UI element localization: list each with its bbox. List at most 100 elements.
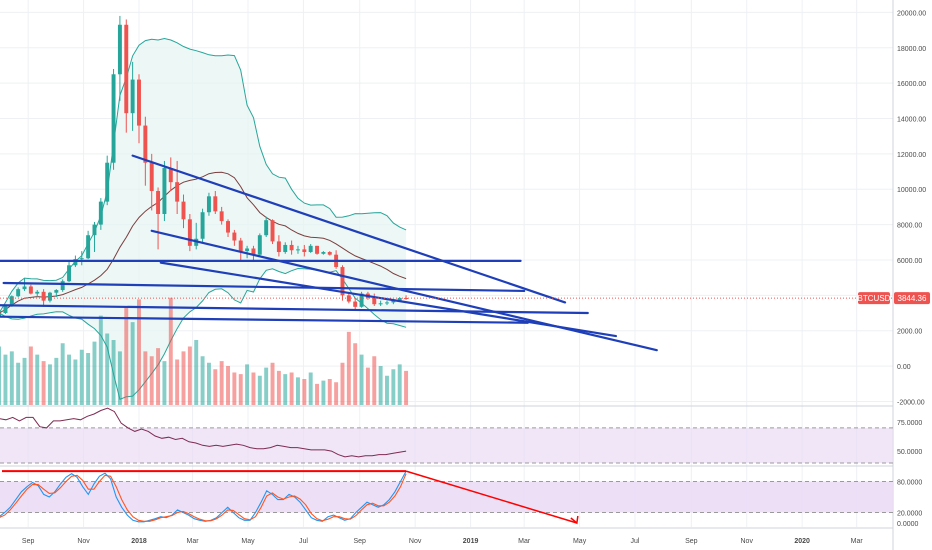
rsi-band [0,427,893,463]
volume-bar [340,362,345,405]
candle-body [359,293,364,307]
candle-body [3,305,8,314]
candle-body [206,196,211,213]
arrow-head [570,515,579,525]
volume-bar [60,343,65,405]
rsi-pane[interactable] [0,407,893,464]
last-price-tag: BTCUSD 3844.36 [858,292,930,305]
trendlines[interactable] [0,154,658,352]
candle-body [0,313,2,318]
volume-bar [385,375,389,405]
candle-body [86,235,91,259]
bollinger-lower-line [0,267,407,400]
candle-body [372,298,377,305]
volume-bar [175,359,180,405]
volume-bar [372,356,377,405]
volume-bars [0,297,409,405]
arrow-shaft [405,470,578,524]
time-axis-label: Jul [299,538,308,545]
volume-bar [295,377,300,405]
volume-bar [105,333,110,405]
volume-bar [194,340,199,405]
volume-bar [111,340,116,405]
candle-body [245,248,250,252]
volume-bar [130,322,135,405]
volume-bar [162,361,167,405]
candle-body [156,191,161,214]
volume-bar [264,367,269,405]
candle-body [143,125,148,163]
volume-bar [137,299,141,405]
volume-bar [98,315,103,405]
last-price-label: 3844.36 [898,294,927,303]
candle-body [149,162,154,192]
time-axis-label: 2020 [794,538,810,545]
candle-body [98,201,103,225]
last-price-label-bg [894,292,930,305]
candle-body [213,196,218,212]
volume-bar [213,369,218,405]
price-pane[interactable] [0,15,893,405]
volume-bar [117,351,122,405]
volume-bar [35,354,40,405]
volume-bar [86,353,91,405]
price-axis-label: 16000.00 [897,81,926,88]
volume-bar [41,361,46,405]
candle-body [238,240,243,252]
candle-body [41,291,46,301]
volume-bar [365,367,370,405]
time-axis-label: May [241,538,255,545]
time-axis-label: Mar [518,538,531,545]
trendline [0,315,529,324]
volume-bar [219,361,224,405]
stoch-band [0,481,893,513]
candle-body [226,221,230,233]
candle-body [9,296,14,306]
price-axis-label: 20000.00 [897,10,926,17]
volume-bar [156,348,161,405]
time-axis-label: Jul [631,538,640,545]
time-axis-label: Nov [409,538,422,545]
volume-bar [308,372,313,405]
price-axis-label: 10000.00 [897,187,926,194]
trendline [131,154,567,304]
candle-body [385,302,389,304]
trendline [150,229,658,352]
stoch-axis-label: 80.0000 [897,479,922,486]
price-axis-label: -2000.00 [897,399,925,406]
volume-bar [359,354,364,405]
volume-bar [28,346,33,405]
volume-bar [67,354,72,405]
candle-body [200,212,205,239]
candle-body [28,286,33,294]
candle-body [283,244,288,253]
price-axis-label: 2000.00 [897,329,922,336]
volume-bar [79,349,84,405]
volume-bar [346,331,351,405]
price-axis-label: 14000.00 [897,116,926,123]
stoch-d-line [0,473,407,522]
candle-body [308,245,313,253]
candle-body [35,291,40,294]
volume-bar [73,359,78,405]
volume-bar [302,379,307,405]
candle-body [340,267,345,296]
volume-bar [47,364,52,405]
rsi-line [0,407,407,458]
volume-bar [226,366,230,405]
stoch-rsi-pane[interactable] [0,470,893,525]
time-axis[interactable]: Sep Nov 2018 Mar May Jul Sep Nov 2019 Mar May Jul Se… [22,538,863,545]
candle-body [276,241,281,253]
volume-bar [391,369,396,405]
volume-bar [200,356,205,405]
trendline [2,281,526,293]
candle-body [111,74,116,163]
candle-body [327,252,332,255]
candle-body [295,249,300,251]
stoch-annotation-arrow[interactable] [2,470,579,525]
volume-bar [92,341,97,405]
volume-bar [378,366,383,405]
volume-bar [404,370,409,405]
candle-body [130,79,135,114]
